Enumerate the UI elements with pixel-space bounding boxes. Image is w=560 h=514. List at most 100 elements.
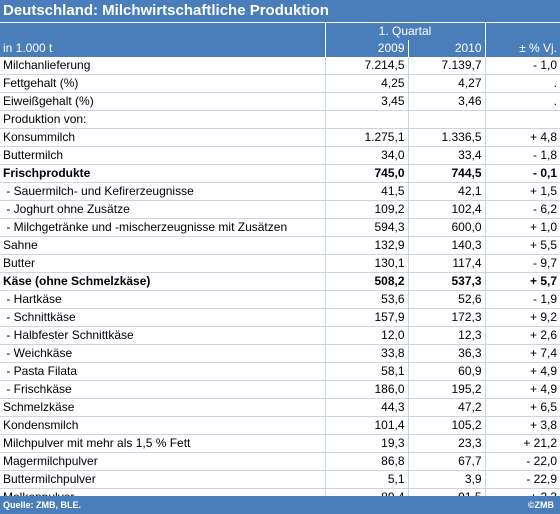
table-cell: - Hartkäse [0, 290, 325, 309]
table-cell: 44,3 [324, 398, 408, 417]
table-cell: 1.336,5 [407, 128, 486, 147]
table-row: Butter 130,1 117,4- 9,7 [0, 254, 560, 273]
table-cell: 19,3 [324, 434, 408, 453]
table-cell: + 1,0 [484, 218, 560, 237]
table-cell: 47,2 [407, 398, 486, 417]
table-cell: - 1,0 [484, 57, 560, 75]
table-cell: 67,7 [407, 452, 486, 471]
table-row: Magermilchpulver 86,8 67,7- 22,0 [0, 452, 560, 471]
copyright: ©ZMB [527, 500, 554, 510]
table-cell: 4,25 [324, 74, 408, 93]
table-cell: 36,3 [407, 344, 486, 363]
source: Quelle: ZMB, BLE. [3, 500, 82, 510]
table-cell: + 2,6 [484, 326, 560, 345]
table-cell: 130,1 [324, 254, 408, 273]
table-row: - Frischkäse 186,0 195,2 + 4,9 [0, 380, 560, 399]
table-cell: 186,0 [324, 380, 408, 399]
column-header: 2009 [324, 40, 408, 57]
table-cell: Eiweißgehalt (%) [0, 92, 325, 111]
table-cell: 140,3 [407, 236, 486, 255]
table-cell: 52,6 [407, 290, 486, 309]
table-cell: 132,9 [324, 236, 408, 255]
table-cell: Milchpulver mit mehr als 1,5 % Fett [0, 434, 325, 453]
table-cell: - Halbfester Schnittkäse [0, 326, 325, 345]
table-cell: 537,3 [407, 272, 486, 291]
table-cell: 7.214,5 [324, 57, 408, 75]
table-cell: 157,9 [324, 308, 408, 327]
table-cell: 172,3 [407, 308, 486, 327]
table-cell: 12,0 [324, 326, 408, 345]
table-cell: 58,1 [324, 362, 408, 381]
table-row: - Milchgetränke und -mischerzeugnisse mi… [0, 218, 560, 237]
table-cell: + 4,9 [484, 362, 560, 381]
table-cell: - 6,2 [484, 200, 560, 219]
table-cell: 600,0 [407, 218, 486, 237]
table-cell: 60,9 [407, 362, 486, 381]
table-cell: + 1,5 [484, 182, 560, 201]
table-cell: 41,5 [324, 182, 408, 201]
table-cell: + 6,5 [484, 398, 560, 417]
table-row: Buttermilch 34,0 33,4- 1,8 [0, 146, 560, 165]
header-cell [0, 23, 325, 40]
table-cell: Milchanlieferung [0, 57, 325, 75]
table-cell: 745,0 [324, 164, 408, 183]
table-cell: 33,4 [407, 146, 486, 165]
table-cell: 3,46 [407, 92, 486, 111]
table-cell: 102,4 [407, 200, 486, 219]
footer: Quelle: ZMB, BLE. ©ZMB [0, 496, 560, 514]
table-row: Eiweißgehalt (%) 3,45 3,46. [0, 92, 560, 111]
table-cell: Sahne [0, 236, 325, 255]
table-cell: 53,6 [324, 290, 408, 309]
table-row: Milchpulver mit mehr als 1,5 % Fett 19,3 2… [0, 434, 560, 453]
table-cell: . [484, 92, 560, 111]
column-header-row: in 1.000 t 2009 2010 ± % Vj. [0, 40, 560, 57]
table-cell: - Joghurt ohne Zusätze [0, 200, 325, 219]
table-row: - Halbfester Schnittkäse 12,0 12,3 + 2,6 [0, 326, 560, 345]
group-header: 1. Quartal [324, 23, 486, 40]
table-cell: Schmelzkäse [0, 398, 325, 417]
table-row: - Sauermilch- und Kefirerzeugnisse 41,5 42… [0, 182, 560, 201]
table-cell: Buttermilchpulver [0, 470, 325, 489]
table-cell: 42,1 [407, 182, 486, 201]
table: 1. Quartal in 1.000 t 2009 2010 ± % Vj. Mil… [0, 23, 560, 507]
table-cell: Buttermilch [0, 146, 325, 165]
table-cell [484, 110, 560, 129]
group-header-row: 1. Quartal [0, 23, 560, 40]
table-cell: 105,2 [407, 416, 486, 435]
table-cell: 101,4 [324, 416, 408, 435]
table-cell [407, 110, 486, 129]
table-row: Buttermilchpulver 5,1 3,9- 22,9 [0, 470, 560, 489]
table-cell: - Frischkäse [0, 380, 325, 399]
table-cell: - 0,1 [484, 164, 560, 183]
table-row: Frischprodukte 745,0 744,5- 0,1 [0, 164, 560, 183]
column-header: ± % Vj. [484, 40, 560, 57]
table-cell: + 9,2 [484, 308, 560, 327]
table-cell: 594,3 [324, 218, 408, 237]
table-row: Schmelzkäse 44,3 47,2 + 6,5 [0, 398, 560, 417]
table-cell: Konsummilch [0, 128, 325, 147]
table-cell: - Weichkäse [0, 344, 325, 363]
table-cell: - 1,9 [484, 290, 560, 309]
table-row: Käse (ohne Schmelzkäse) 508,2 537,3 + 5,7 [0, 272, 560, 291]
column-header: in 1.000 t [0, 40, 325, 57]
table-row: Kondensmilch 101,4 105,2 + 3,8 [0, 416, 560, 435]
table-row: Milchanlieferung 7.214,5 7.139,7- 1,0 [0, 57, 560, 75]
table-row: Fettgehalt (%) 4,25 4,27. [0, 74, 560, 93]
table-cell: 3,9 [407, 470, 486, 489]
table-cell: 33,8 [324, 344, 408, 363]
table-cell: 23,3 [407, 434, 486, 453]
table-cell: - Schnittkäse [0, 308, 325, 327]
table-cell: + 5,7 [484, 272, 560, 291]
table-row: - Hartkäse 53,6 52,6- 1,9 [0, 290, 560, 309]
table-cell: Käse (ohne Schmelzkäse) [0, 272, 325, 291]
table-cell: Fettgehalt (%) [0, 74, 325, 93]
title: Deutschland: Milchwirtschaftliche Produk… [0, 0, 560, 23]
table-cell: + 3,8 [484, 416, 560, 435]
table-cell: - 9,7 [484, 254, 560, 273]
table-cell: - Milchgetränke und -mischerzeugnisse mi… [0, 218, 325, 237]
table-cell: Magermilchpulver [0, 452, 325, 471]
table-cell: + 4,9 [484, 380, 560, 399]
table-row: Sahne 132,9 140,3 + 5,5 [0, 236, 560, 255]
table-cell: 117,4 [407, 254, 486, 273]
